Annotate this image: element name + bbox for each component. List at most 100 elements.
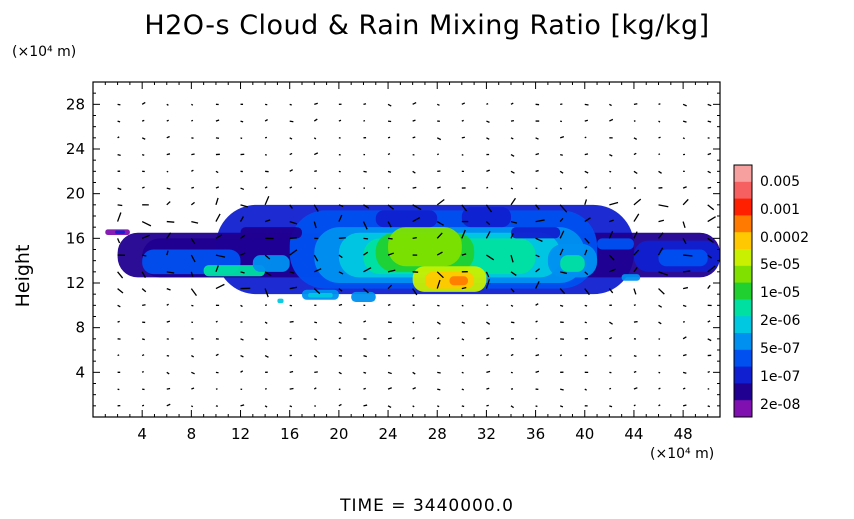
wind-vector (535, 303, 539, 306)
wind-vector (314, 102, 318, 105)
wind-vector (240, 137, 243, 140)
wind-vector (313, 254, 319, 262)
wind-vector (264, 338, 268, 341)
cloud-cell (375, 210, 438, 228)
wind-vector (510, 154, 515, 157)
wind-vector (682, 404, 687, 407)
wind-vector (240, 370, 244, 373)
wind-vector (707, 237, 714, 243)
wind-vector (535, 237, 543, 242)
wind-vector (682, 221, 686, 228)
wind-vector (166, 371, 170, 375)
wind-vector (437, 371, 441, 374)
wind-vector (215, 234, 223, 239)
time-annotation: TIME = 3440000.0 (340, 496, 514, 516)
wind-vector (461, 119, 464, 122)
wind-vector (338, 371, 342, 375)
wind-vector (682, 103, 687, 107)
wind-vector (682, 186, 687, 189)
x-tick-label: 32 (477, 425, 496, 443)
wind-vector (142, 254, 147, 257)
wind-vector (313, 288, 321, 295)
wind-vector (166, 220, 175, 223)
wind-vector (313, 137, 317, 140)
wind-vector (584, 119, 589, 122)
wind-vector (240, 354, 244, 358)
wind-vector (362, 221, 368, 230)
wind-vector (436, 279, 441, 289)
wind-vector (658, 204, 669, 208)
y-tick-label: 28 (66, 95, 85, 113)
wind-vector (707, 186, 712, 189)
wind-vector (117, 288, 124, 294)
wind-vector (707, 320, 711, 323)
wind-vector (191, 371, 195, 375)
chart-title: H2O-s Cloud & Rain Mixing Ratio [kg/kg] (144, 10, 710, 41)
wind-vector (289, 405, 293, 408)
wind-vector (412, 337, 415, 340)
wind-vector (117, 271, 124, 279)
wind-vector (707, 338, 712, 342)
cloud-cell (351, 291, 376, 302)
wind-vector (387, 221, 392, 228)
wind-vector (683, 270, 691, 273)
wind-vector (707, 405, 711, 408)
wind-vector (117, 204, 123, 207)
cloud-cell (560, 255, 585, 272)
colorbar-label: 2e-08 (760, 397, 800, 413)
wind-vector (117, 354, 120, 357)
wind-vector (485, 279, 491, 289)
wind-vector (166, 387, 171, 390)
wind-vector (436, 321, 441, 325)
wind-vector (682, 353, 687, 357)
wind-vector (117, 136, 120, 139)
wind-vector (412, 204, 422, 211)
wind-vector (633, 152, 637, 156)
wind-vector (658, 103, 661, 105)
wind-vector (633, 103, 638, 105)
wind-vector (658, 136, 661, 139)
wind-vector (166, 320, 171, 323)
wind-vector (215, 170, 219, 174)
wind-vector (559, 204, 568, 213)
wind-vector (289, 370, 294, 373)
wind-vector (190, 254, 196, 263)
wind-vector (191, 304, 194, 307)
wind-vector (707, 103, 712, 107)
wind-vector (633, 249, 640, 256)
wind-vector (240, 271, 245, 274)
wind-vector (166, 403, 171, 407)
wind-vector (141, 153, 145, 156)
wind-vector (338, 337, 342, 340)
wind-vector (289, 169, 293, 172)
wind-vector (338, 321, 342, 324)
y-tick-label: 16 (66, 229, 85, 247)
wind-vector (314, 338, 317, 341)
wind-vector (584, 153, 589, 156)
wind-vector (387, 303, 391, 306)
wind-vector (535, 254, 540, 258)
colorbar-label: 0.0002 (760, 230, 809, 246)
wind-vector (387, 103, 392, 107)
wind-vector (387, 170, 392, 173)
wind-vector (240, 234, 246, 239)
colorbar-swatch (734, 383, 752, 401)
wind-vector (682, 198, 689, 206)
wind-vector (240, 304, 243, 308)
wind-vector (486, 186, 489, 189)
wind-vector (215, 213, 221, 222)
wind-vector (682, 336, 687, 340)
wind-vector (510, 197, 517, 206)
wind-vector (289, 320, 294, 323)
wind-vector (264, 288, 269, 298)
wind-vector (584, 103, 589, 106)
wind-vector (191, 220, 199, 224)
wind-vector (313, 387, 317, 390)
wind-vector (264, 321, 268, 324)
wind-vectors (116, 101, 716, 409)
wind-vector (559, 230, 565, 239)
wind-vector (166, 303, 169, 306)
wind-vector (289, 137, 293, 140)
x-tick-label: 40 (575, 425, 594, 443)
